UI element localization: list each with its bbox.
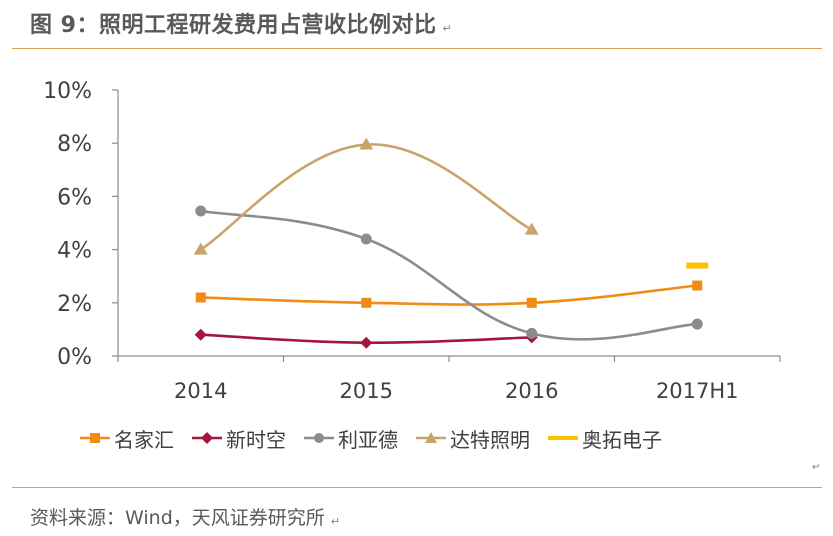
- legend-swatch-icon: [192, 432, 222, 444]
- legend-marker: [90, 433, 100, 443]
- chart-area: 0% 2% 4% 6% 8% 10% 2014 2015 2016 2017H1: [0, 50, 833, 470]
- legend-item-3: 达特照明: [416, 424, 530, 453]
- x-tick-label: 2014: [174, 379, 227, 403]
- data-point-2-0: [195, 205, 207, 217]
- x-tick-label: 2015: [340, 379, 393, 403]
- paragraph-mark-icon: ↵: [442, 21, 452, 35]
- legend-label: 利亚德: [338, 427, 398, 452]
- line-chart: 0% 2% 4% 6% 8% 10% 2014 2015 2016 2017H1: [43, 79, 781, 403]
- legend-label: 新时空: [226, 427, 286, 452]
- x-tick-label: 2016: [505, 379, 558, 403]
- legend-item-0: 名家汇: [80, 424, 174, 453]
- y-tick-label: 6%: [57, 185, 92, 210]
- data-point-3-2: [524, 222, 539, 235]
- series-line-2: [200, 209, 698, 341]
- legend-label: 达特照明: [450, 427, 530, 452]
- chart-legend: 名家汇 新时空 利亚德 达特照明 奥拓电子: [80, 424, 680, 452]
- series-line-0: [200, 284, 698, 306]
- legend-marker: [425, 432, 437, 443]
- data-point-0-0: [195, 292, 206, 303]
- data-point-1-0: [194, 328, 207, 341]
- y-tick-label: 0%: [57, 345, 92, 370]
- data-point-3-0: [193, 242, 208, 255]
- legend-marker: [314, 433, 324, 443]
- legend-swatch-icon: [80, 433, 110, 443]
- chart-title-row: 图 9：照明工程研发费用占营收比例对比 ↵: [30, 6, 452, 40]
- data-point-0-3: [692, 280, 703, 291]
- legend-swatch-icon: [304, 433, 334, 443]
- data-point-0-2: [526, 297, 537, 308]
- data-point-2-2: [526, 327, 538, 339]
- legend-item-1: 新时空: [192, 424, 286, 453]
- y-tick-label: 2%: [57, 292, 92, 317]
- top-divider: [12, 48, 822, 49]
- y-tick-label: 10%: [43, 79, 92, 104]
- legend-label: 名家汇: [114, 427, 174, 452]
- y-tick-label: 8%: [57, 132, 92, 157]
- y-tick-label: 4%: [57, 239, 92, 264]
- data-point-0-1: [361, 297, 372, 308]
- legend-item-2: 利亚德: [304, 424, 398, 453]
- chart-title: 图 9：照明工程研发费用占营收比例对比: [30, 13, 437, 38]
- data-point-4-3: [686, 262, 709, 269]
- bottom-divider: [12, 487, 822, 488]
- data-point-2-1: [360, 233, 372, 245]
- legend-swatch-icon: [548, 436, 578, 440]
- source-note: 资料来源：Wind，天风证券研究所: [30, 506, 325, 529]
- legend-item-4: 奥拓电子: [548, 424, 662, 453]
- x-tick-label: 2017H1: [656, 379, 739, 403]
- source-row: 资料来源：Wind，天风证券研究所 ↵: [30, 502, 340, 530]
- paragraph-mark-icon: ↵: [812, 462, 821, 473]
- paragraph-mark-icon: ↵: [330, 514, 340, 528]
- legend-swatch-icon: [416, 432, 446, 443]
- legend-label: 奥拓电子: [582, 427, 662, 452]
- legend-marker: [201, 432, 213, 444]
- data-point-1-1: [360, 336, 373, 349]
- data-point-2-3: [691, 318, 703, 330]
- data-point-3-1: [359, 137, 374, 150]
